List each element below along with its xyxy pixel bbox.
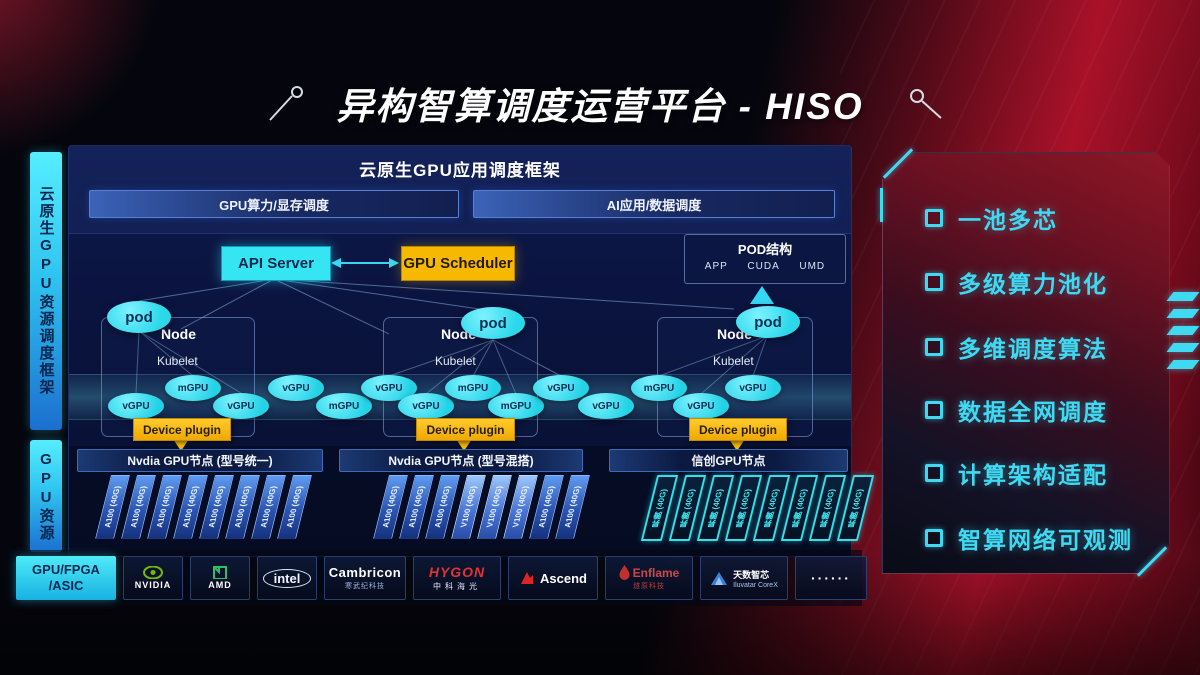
pod-up-arrow (750, 286, 774, 304)
vendor-more: ······ (795, 556, 867, 600)
api-server-box: API Server (221, 246, 331, 281)
kubelet-label-1: Kubelet (157, 354, 198, 368)
pod-item-app: APP (704, 261, 728, 272)
iluvatar-logo-icon (711, 571, 728, 585)
gpu-slice-ellipse: mGPU (488, 393, 544, 419)
gpu-node-bar-3: 信创GPU节点 (609, 449, 848, 472)
framework-heading: 云原生GPU应用调度框架 (359, 161, 561, 180)
vendor-nvidia: NVIDIA (123, 556, 183, 600)
kubelet-label-3: Kubelet (713, 354, 754, 368)
kubelet-label-2: Kubelet (435, 354, 476, 368)
ascend-logo-icon (521, 572, 534, 584)
panel-edge-accent (880, 188, 883, 222)
circuit-node-icon (269, 86, 303, 121)
category-line1: GPU/FPGA (32, 561, 100, 577)
gpu-slice-ellipse: vGPU (108, 393, 164, 419)
square-bullet-icon (925, 529, 943, 547)
intel-logo: intel (262, 568, 312, 588)
connector-lines (135, 258, 774, 451)
gpu-scheduler-box: GPU Scheduler (401, 246, 515, 281)
feature-item: 智算网络可观测 (925, 521, 1133, 555)
page-title: 异构智算调度运营平台 - HISO (336, 86, 864, 127)
device-plugin-arrows (173, 439, 745, 451)
amd-logo-icon (213, 566, 227, 579)
bar-gpu-compute-scheduling: GPU算力/显存调度 (89, 190, 459, 218)
vendor-cambricon: Cambricon 寒武纪科技 (324, 556, 406, 600)
bar-ai-data-scheduling: AI应用/数据调度 (473, 190, 835, 218)
feature-panel: 一池多芯 多级算力池化 多维调度算法 数据全网调度 计算架构适配 智算网络可观测 (882, 152, 1170, 574)
square-bullet-icon (925, 273, 943, 291)
vendor-ascend: Ascend (508, 556, 598, 600)
square-bullet-icon (925, 464, 943, 482)
vendor-enflame: Enflame 燧原科技 (605, 556, 693, 600)
api-scheduler-arrow (331, 258, 399, 268)
vendor-intel: intel (257, 556, 317, 600)
gpu-slice-ellipse: mGPU (445, 375, 501, 401)
gpu-slice-ellipse: vGPU (533, 375, 589, 401)
gpu-node-bar-1: Nvdia GPU节点 (型号统一) (77, 449, 323, 472)
gpu-card-group-3: 昇腾 (40G) 昇腾 (40G) 昇腾 (40G) 昇腾 (40G) 昇腾 (… (640, 475, 875, 541)
gpu-slice-ellipse: vGPU (725, 375, 781, 401)
gpu-slice-ellipse: vGPU (578, 393, 634, 419)
nvidia-logo-icon (143, 566, 163, 579)
square-bullet-icon (925, 401, 943, 419)
square-bullet-icon (925, 209, 943, 227)
gpu-card-group-2: A100 (40G) A100 (40G) A100 (40G) V100 (4… (373, 475, 590, 539)
device-plugin-1: Device plugin (133, 418, 231, 441)
square-bullet-icon (925, 338, 943, 356)
title-row: 异构智算调度运营平台 - HISO (0, 76, 1200, 130)
feature-item: 多维调度算法 (925, 330, 1108, 364)
gpu-node-bar-2: Nvdia GPU节点 (型号混搭) (339, 449, 583, 472)
gpu-slice-ellipse: mGPU (165, 375, 221, 401)
gpu-slice-ellipse: vGPU (673, 393, 729, 419)
gpu-slice-ellipse: vGPU (268, 375, 324, 401)
gpu-slice-ellipse: vGPU (398, 393, 454, 419)
enflame-logo-icon (619, 565, 630, 580)
sidebar-label-cloud-native-gpu: 云原生GPU资源调度框架 (30, 152, 62, 430)
feature-item: 一池多芯 (925, 201, 1058, 235)
architecture-diagram: 云原生GPU应用调度框架 GPU算力/显存调度 AI应用/数据调度 (68, 145, 875, 557)
pod-structure-title: POD结构 (737, 242, 793, 257)
pod-structure-box: POD结构 APP CUDA UMD (684, 234, 846, 284)
feature-item: 数据全网调度 (925, 393, 1108, 427)
device-plugin-2: Device plugin (416, 418, 515, 441)
category-line2: /ASIC (48, 578, 84, 593)
pod-item-cuda: CUDA (747, 261, 780, 272)
vendor-hygon: HYGON 中科海光 (413, 556, 501, 600)
gpu-card-group-1: A100 (40G) A100 (40G) A100 (40G) A100 (4… (95, 475, 312, 539)
hardware-category-box: GPU/FPGA /ASIC (16, 556, 116, 600)
feature-item: 计算架构适配 (925, 456, 1108, 490)
gpu-slice-ellipse: vGPU (213, 393, 269, 419)
sidebar-label-gpu-resource: GPU资源 (30, 440, 62, 552)
gpu-slice-ellipse: mGPU (631, 375, 687, 401)
vendor-row: GPU/FPGA /ASIC NVIDIA AMD intel Cambrico… (16, 556, 867, 600)
pod-item-umd: UMD (799, 261, 826, 272)
vendor-iluvatar: 天数智芯 Iluvatar CoreX (700, 556, 788, 600)
pod-ellipse-2: pod (461, 307, 525, 339)
vendor-amd: AMD (190, 556, 250, 600)
feature-item: 多级算力池化 (925, 265, 1108, 299)
node-label-1: Node (161, 326, 196, 342)
pod-ellipse-3: pod (736, 306, 800, 338)
gpu-slice-ellipse: mGPU (316, 393, 372, 419)
pod-ellipse-1: pod (107, 301, 171, 333)
device-plugin-3: Device plugin (689, 418, 787, 441)
circuit-node-icon (910, 89, 942, 119)
